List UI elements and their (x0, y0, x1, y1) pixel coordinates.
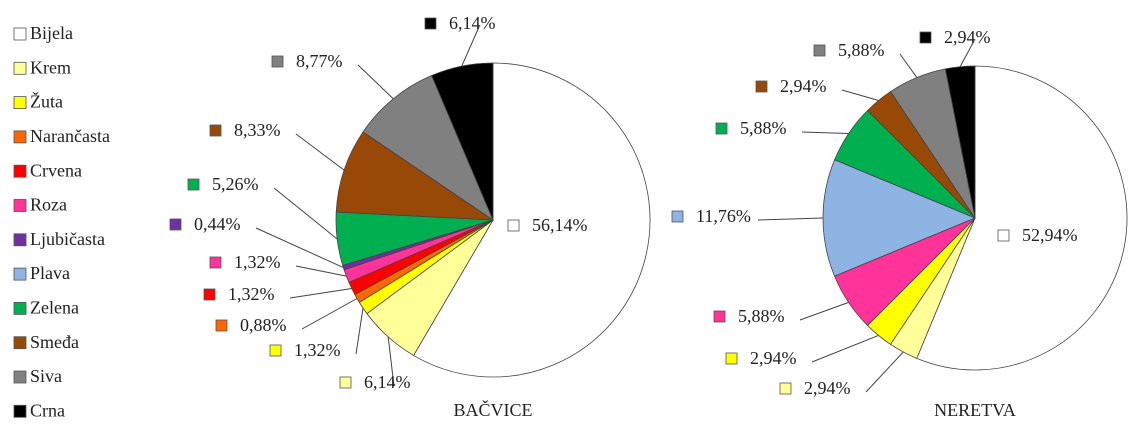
pie-slice (335, 131, 495, 221)
data-label: 5,88% (740, 118, 787, 138)
pie-slice (916, 65, 1128, 371)
data-label: 1,32% (234, 252, 281, 272)
label-swatch (271, 55, 284, 68)
chart-title: BAČVICE (453, 399, 532, 420)
data-label: 1,32% (294, 340, 341, 360)
label-swatch (713, 310, 726, 323)
legend-swatch (13, 130, 27, 144)
legend-label: Crvena (30, 160, 82, 180)
legend-label: Narančasta (30, 126, 110, 146)
legend-label: Krem (30, 57, 71, 77)
data-label: 11,76% (696, 206, 751, 226)
data-label: 8,33% (234, 120, 281, 140)
label-swatch (209, 124, 222, 137)
legend-swatch (13, 199, 27, 212)
label-swatch (813, 44, 826, 57)
data-label: 2,94% (750, 348, 797, 368)
label-swatch (779, 382, 792, 395)
legend-label: Siva (30, 366, 62, 386)
legend-label: Crna (30, 400, 65, 420)
chart-title: NERETVA (934, 400, 1016, 420)
data-label: 2,94% (944, 27, 991, 47)
pie-slice (944, 65, 976, 219)
legend-label: Roza (30, 195, 67, 215)
pie-slice (362, 74, 494, 222)
data-label: 0,44% (194, 214, 241, 234)
legend-label: Smeđa (30, 332, 79, 352)
legend-label: Žuta (30, 91, 63, 112)
leader-line (461, 26, 480, 67)
leader-line (357, 64, 394, 100)
data-label: 5,88% (838, 40, 885, 60)
leader-line (387, 336, 395, 387)
data-label: 2,94% (780, 76, 827, 96)
legend-swatch (13, 301, 27, 315)
legend-label: Ljubičasta (30, 229, 105, 249)
leader-line (289, 288, 352, 299)
legend-swatch (13, 61, 27, 75)
leader-line (959, 40, 975, 67)
leader-line (799, 301, 849, 321)
legend-swatch (13, 164, 27, 178)
label-swatch (755, 80, 768, 93)
legend-swatch (13, 267, 27, 281)
label-swatch (424, 17, 437, 30)
legend-label: Bijela (30, 23, 73, 43)
leader-line (899, 53, 918, 78)
leader-line (301, 298, 358, 330)
data-label: 6,14% (364, 372, 411, 392)
label-swatch (215, 319, 228, 332)
data-label: 0,88% (240, 315, 287, 335)
leader-line (757, 217, 824, 221)
label-swatch (209, 256, 222, 269)
leader-line (255, 227, 344, 269)
leader-line (295, 265, 347, 277)
label-swatch (725, 352, 738, 365)
legend-swatch (13, 233, 27, 247)
label-swatch (187, 178, 200, 191)
label-swatch (169, 218, 182, 231)
label-swatch (919, 31, 932, 44)
legend-swatch (13, 27, 27, 41)
leader-line (295, 133, 345, 171)
label-swatch (203, 288, 216, 301)
label-swatch (269, 344, 282, 357)
label-swatch (507, 219, 520, 232)
pie-slice (822, 159, 977, 277)
data-label: 5,26% (212, 174, 259, 194)
leader-line (801, 131, 849, 135)
leader-line (841, 89, 879, 101)
data-label: 8,77% (296, 51, 343, 71)
data-label: 5,88% (738, 306, 785, 326)
label-swatch (997, 229, 1010, 242)
leader-line (355, 307, 364, 355)
legend-label: Plava (30, 263, 70, 283)
data-label: 56,14% (532, 215, 588, 235)
legend-swatch (13, 370, 27, 384)
label-swatch (671, 210, 684, 223)
data-label: 52,94% (1022, 225, 1078, 245)
data-label: 6,14% (449, 13, 496, 33)
pie-slice (431, 62, 494, 221)
data-label: 1,32% (228, 284, 275, 304)
label-swatch (339, 376, 352, 389)
legend-swatch (13, 96, 27, 109)
leader-line (811, 334, 879, 363)
leader-line (865, 351, 904, 393)
legend-swatch (13, 404, 27, 418)
pie-slice (413, 62, 651, 378)
leader-line (273, 187, 338, 240)
legend-label: Zelena (30, 298, 79, 318)
data-label: 2,94% (804, 378, 851, 398)
legend-swatch (13, 336, 27, 350)
label-swatch (715, 122, 728, 135)
